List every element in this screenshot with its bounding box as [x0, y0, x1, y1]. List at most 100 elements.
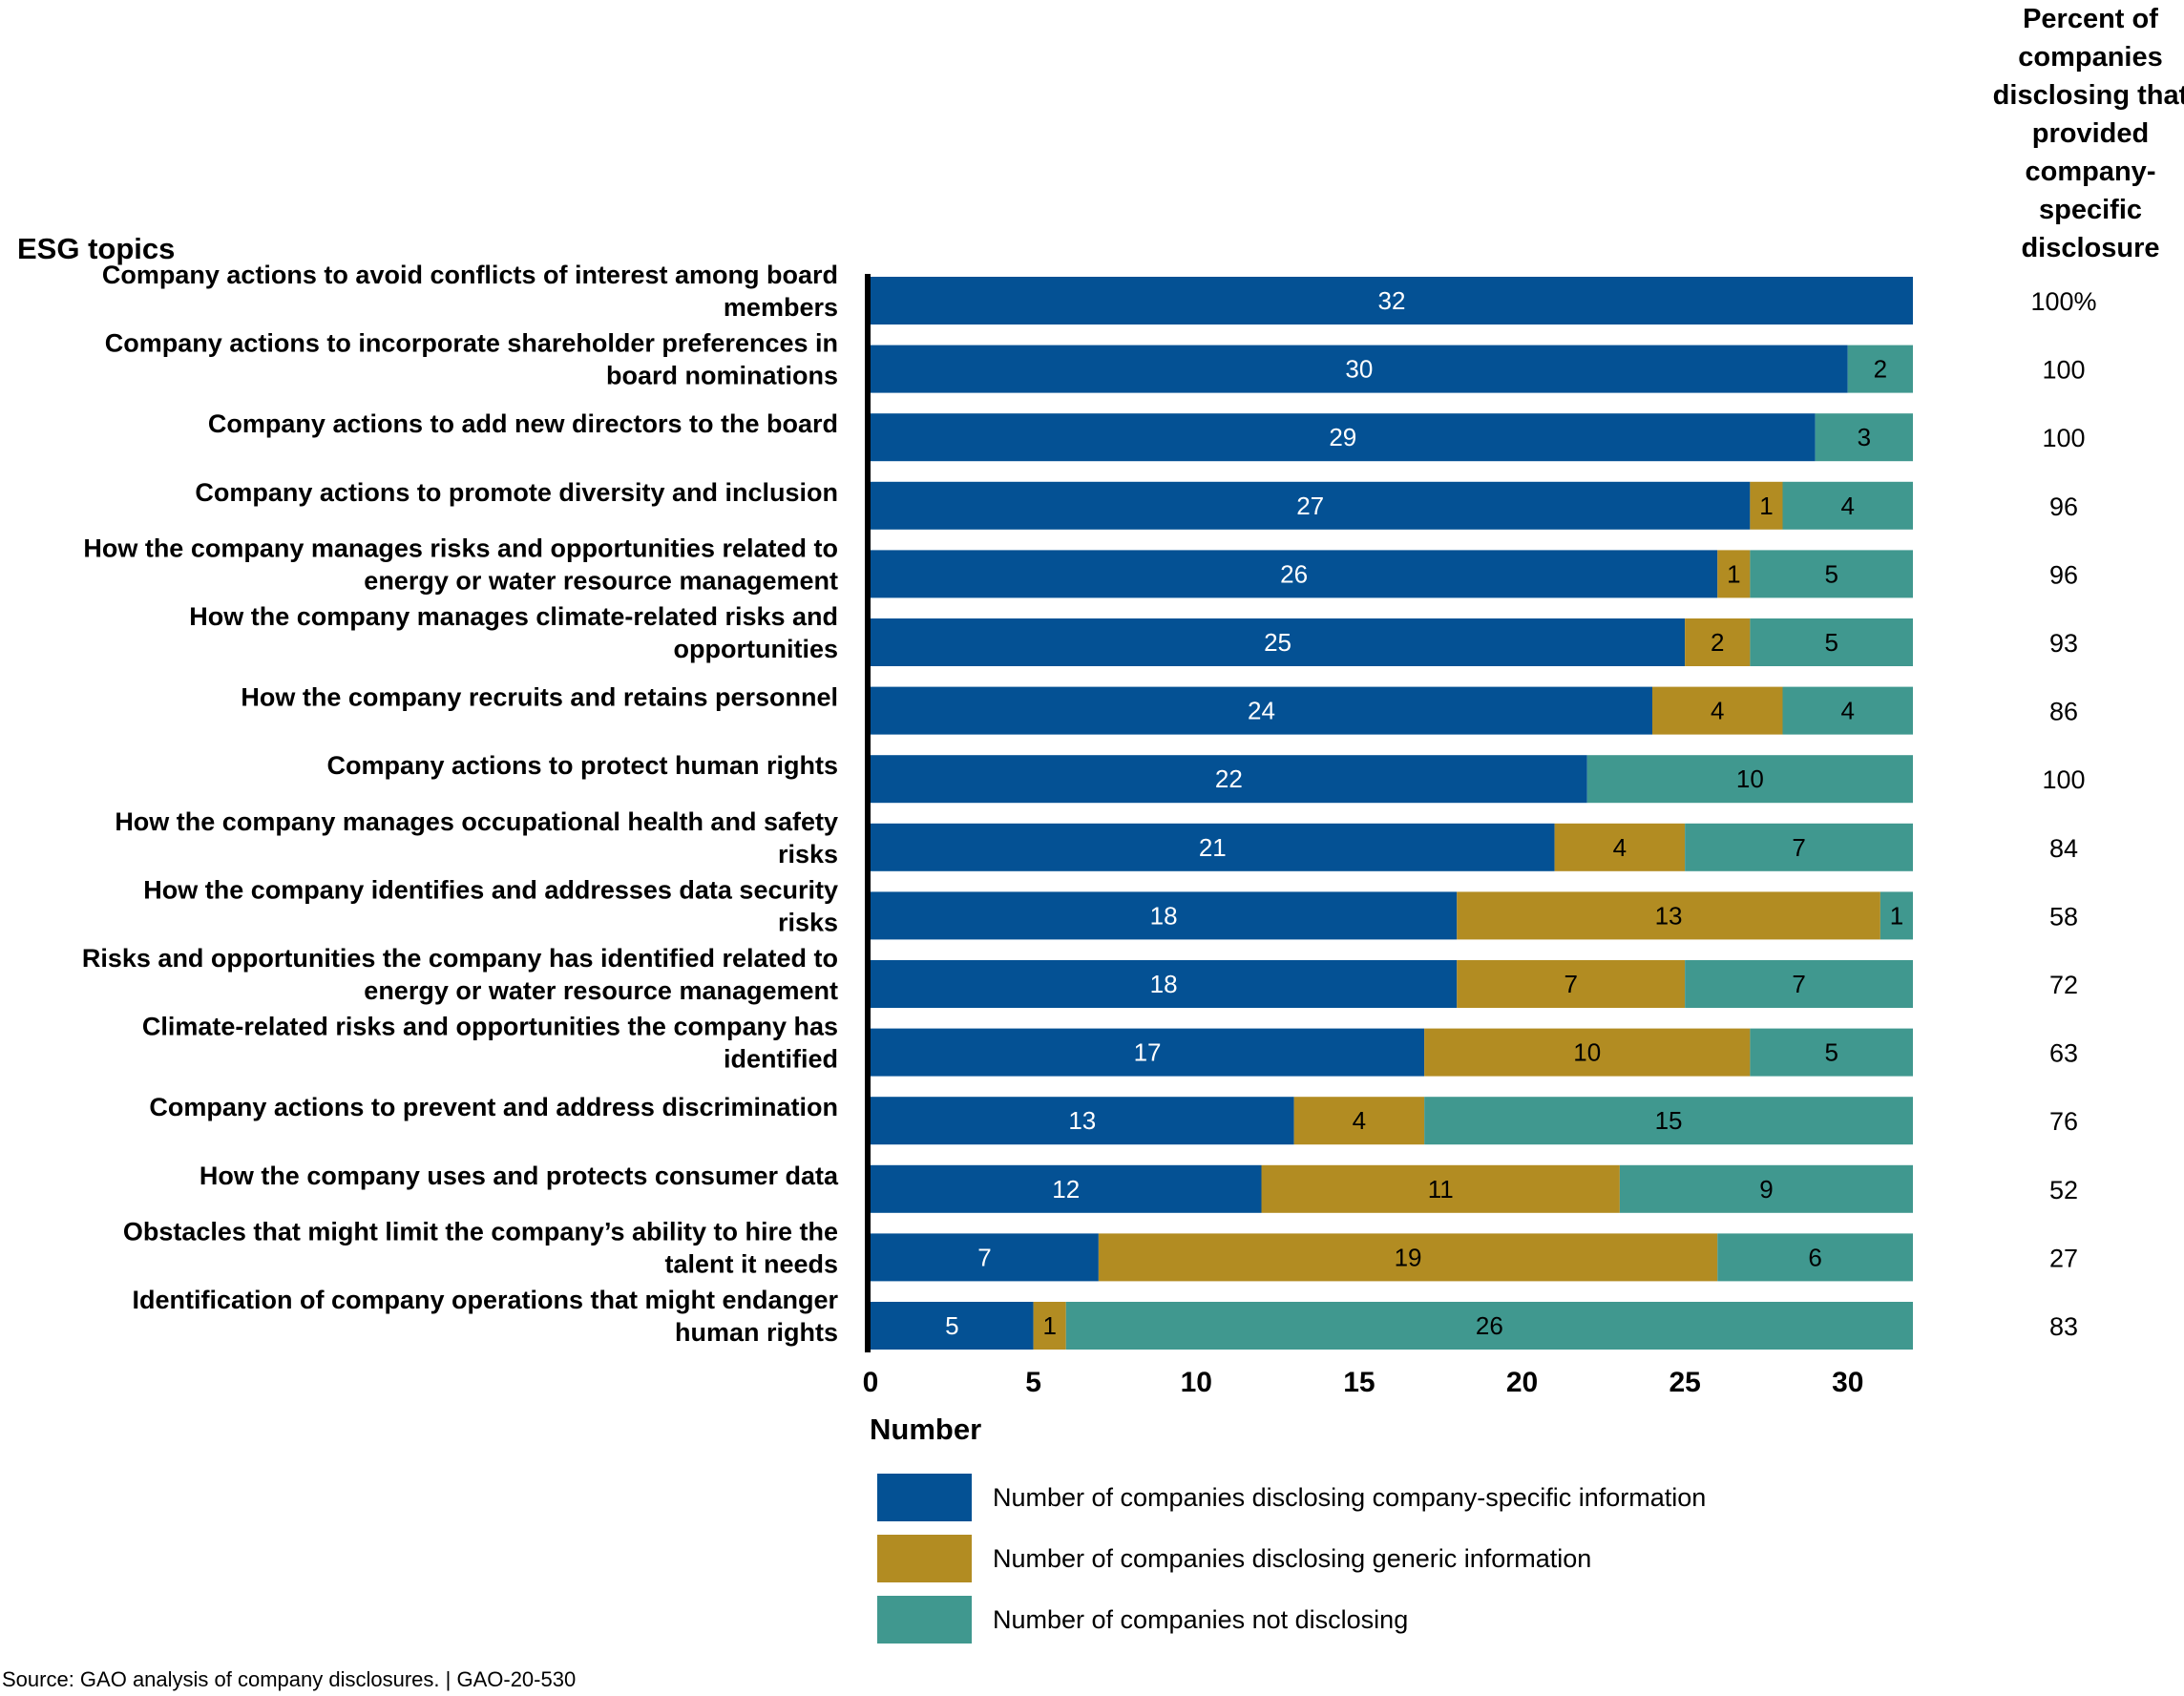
- bar-segment-generic: [1554, 823, 1686, 871]
- data-label: 4: [1613, 833, 1627, 862]
- data-label: 27: [1296, 492, 1324, 520]
- category-label: Identification of company operations tha…: [132, 1286, 838, 1314]
- bar-segment-not: [1880, 891, 1913, 940]
- bar-segment-specific: [871, 618, 1686, 666]
- bar-segment-specific: [871, 823, 1555, 871]
- data-label: 5: [1824, 559, 1838, 588]
- bar-segment-not: [1815, 413, 1913, 462]
- category-label: board nominations: [606, 362, 838, 390]
- data-label: 11: [1428, 1175, 1454, 1204]
- legend-swatch-specific: [877, 1474, 972, 1521]
- bar-segment-generic: [1293, 1097, 1425, 1145]
- percent-value: 84: [2049, 834, 2078, 863]
- data-label: 4: [1711, 697, 1724, 725]
- data-label: 1: [1042, 1311, 1056, 1340]
- legend-swatch-generic: [877, 1535, 972, 1582]
- data-label: 1: [1759, 492, 1773, 520]
- data-label: 10: [1736, 764, 1764, 793]
- percent-value: 86: [2049, 698, 2078, 726]
- data-label: 2: [1874, 355, 1887, 384]
- percent-value: 93: [2049, 629, 2078, 658]
- category-label: human rights: [675, 1318, 838, 1347]
- bar-segment-generic: [1033, 1302, 1066, 1350]
- data-label: 4: [1841, 492, 1855, 520]
- percent-header-line: provided: [2031, 118, 2150, 149]
- data-label: 3: [1858, 423, 1871, 451]
- bar-segment-specific: [871, 1302, 1034, 1350]
- data-label: 9: [1759, 1175, 1773, 1204]
- legend-item-specific: Number of companies disclosing company-s…: [877, 1474, 1832, 1521]
- legend-item-not-disclosing: Number of companies not disclosing: [877, 1596, 1832, 1644]
- percent-value: 63: [2049, 1039, 2078, 1068]
- bar-segment-generic: [1424, 1028, 1751, 1077]
- bar-segment-generic: [1457, 960, 1686, 1008]
- data-label: 29: [1329, 423, 1356, 451]
- percent-header-line: disclosure: [2021, 233, 2160, 263]
- category-label: Company actions to prevent and address d…: [149, 1093, 838, 1121]
- bar-segment-generic: [1717, 550, 1751, 598]
- legend-label: Number of companies not disclosing: [993, 1605, 1409, 1634]
- legend-item-generic: Number of companies disclosing generic i…: [877, 1535, 1832, 1582]
- data-label: 10: [1573, 1038, 1601, 1067]
- percent-value: 27: [2049, 1244, 2078, 1272]
- bar-segment-specific: [871, 960, 1458, 1008]
- data-label: 21: [1199, 833, 1227, 862]
- category-label: Company actions to add new directors to …: [208, 409, 838, 438]
- bar-segment-not: [1750, 618, 1913, 666]
- data-label: 18: [1150, 901, 1178, 930]
- percent-header-line: disclosing that: [1992, 80, 2184, 111]
- x-tick-label: 20: [1506, 1367, 1538, 1398]
- bar-segment-not: [1685, 823, 1913, 871]
- data-label: 6: [1808, 1243, 1821, 1271]
- percent-header-line: companies: [2018, 42, 2163, 73]
- category-label: identified: [724, 1045, 838, 1074]
- legend-label: Number of companies disclosing company-s…: [993, 1483, 1707, 1512]
- data-label: 7: [1792, 970, 1805, 998]
- bar-segment-generic: [1685, 618, 1751, 666]
- bar-segment-specific: [871, 481, 1751, 530]
- data-label: 32: [1378, 286, 1406, 315]
- percent-value: 96: [2049, 560, 2078, 589]
- data-label: 30: [1345, 355, 1373, 384]
- bar-segment-specific: [871, 891, 1458, 940]
- data-label: 15: [1655, 1106, 1683, 1135]
- data-label: 1: [1727, 559, 1740, 588]
- percent-value: 83: [2049, 1312, 2078, 1341]
- legend-swatch-not-disclosing: [877, 1596, 972, 1644]
- category-label: How the company manages climate-related …: [189, 602, 838, 631]
- percent-value: 100: [2042, 765, 2085, 794]
- percent-value: 100%: [2030, 287, 2096, 316]
- y-axis-line: [865, 274, 871, 1352]
- data-label: 17: [1134, 1038, 1162, 1067]
- category-label: How the company manages occupational hea…: [115, 807, 838, 836]
- bar-segment-specific: [871, 1028, 1425, 1077]
- data-label: 7: [1564, 970, 1577, 998]
- data-label: 24: [1248, 697, 1275, 725]
- data-label: 13: [1655, 901, 1683, 930]
- data-label: 25: [1264, 628, 1292, 657]
- category-label: How the company uses and protects consum…: [200, 1162, 839, 1190]
- percent-header-line: company-: [2025, 157, 2156, 187]
- x-tick-label: 10: [1181, 1367, 1212, 1398]
- data-label: 7: [977, 1243, 991, 1271]
- x-tick-label: 5: [1025, 1367, 1041, 1398]
- category-label: risks: [778, 840, 838, 869]
- percent-value: 100: [2042, 424, 2085, 452]
- x-axis-title: Number: [870, 1413, 982, 1446]
- x-tick-label: 0: [863, 1367, 879, 1398]
- percent-value: 96: [2049, 492, 2078, 521]
- category-label: risks: [778, 908, 838, 936]
- percent-header-line: specific: [2039, 195, 2142, 225]
- percent-value: 52: [2049, 1176, 2078, 1204]
- category-label: Company actions to avoid conflicts of in…: [102, 261, 838, 289]
- bar-segment-not: [1685, 960, 1913, 1008]
- bar-segment-generic: [1098, 1233, 1718, 1282]
- bar-segment-specific: [871, 345, 1848, 393]
- data-label: 4: [1353, 1106, 1366, 1135]
- data-label: 19: [1395, 1243, 1422, 1271]
- data-label: 5: [1824, 1038, 1838, 1067]
- y-axis-title: ESG topics: [17, 232, 176, 265]
- x-tick-label: 25: [1669, 1367, 1700, 1398]
- bar-segment-not: [1750, 550, 1913, 598]
